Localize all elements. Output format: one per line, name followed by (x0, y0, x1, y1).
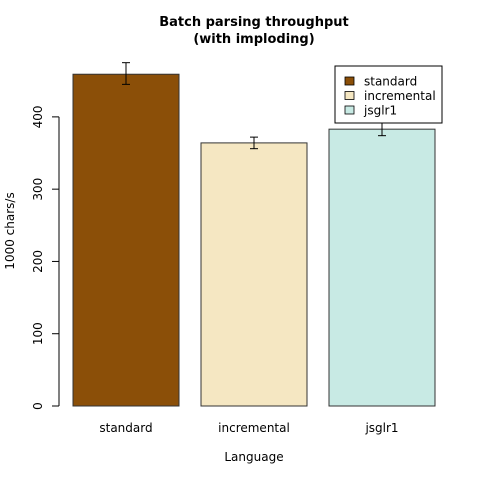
error-bar-incremental (250, 136, 258, 150)
chart-title-line-2: (with imploding) (193, 32, 314, 47)
bars-group (72, 73, 436, 407)
legend-swatch-standard (344, 76, 355, 86)
y-axis-label: 1000 chars/s (3, 192, 17, 269)
x-tick-label-standard: standard (99, 421, 152, 435)
error-bar-standard (122, 62, 130, 85)
legend-label-standard: standard (364, 75, 417, 89)
y-tick-label: 300 (31, 178, 45, 201)
y-tick-label: 200 (31, 250, 45, 273)
legend-swatch-jsglr1 (344, 105, 355, 115)
y-tick-label: 100 (31, 322, 45, 345)
x-tick-label-jsglr1: jsglr1 (364, 421, 398, 435)
y-tick-label: 400 (31, 105, 45, 128)
legend-swatch-incremental (344, 91, 355, 100)
x-axis-label: Language (224, 450, 283, 464)
x-tick-label-incremental: incremental (218, 421, 290, 435)
x-tick-labels: standard incremental jsglr1 (99, 421, 398, 435)
chart-title-line-1: Batch parsing throughput (159, 15, 349, 30)
bar-jsglr1 (328, 128, 436, 407)
y-tick-label: 0 (31, 402, 45, 410)
bar-incremental (200, 142, 308, 407)
legend-label-jsglr1: jsglr1 (363, 104, 397, 118)
y-axis: 0 100 200 300 400 (31, 105, 60, 410)
legend-label-incremental: incremental (364, 89, 436, 103)
bar-standard (72, 73, 180, 407)
error-bars-group (122, 62, 386, 150)
